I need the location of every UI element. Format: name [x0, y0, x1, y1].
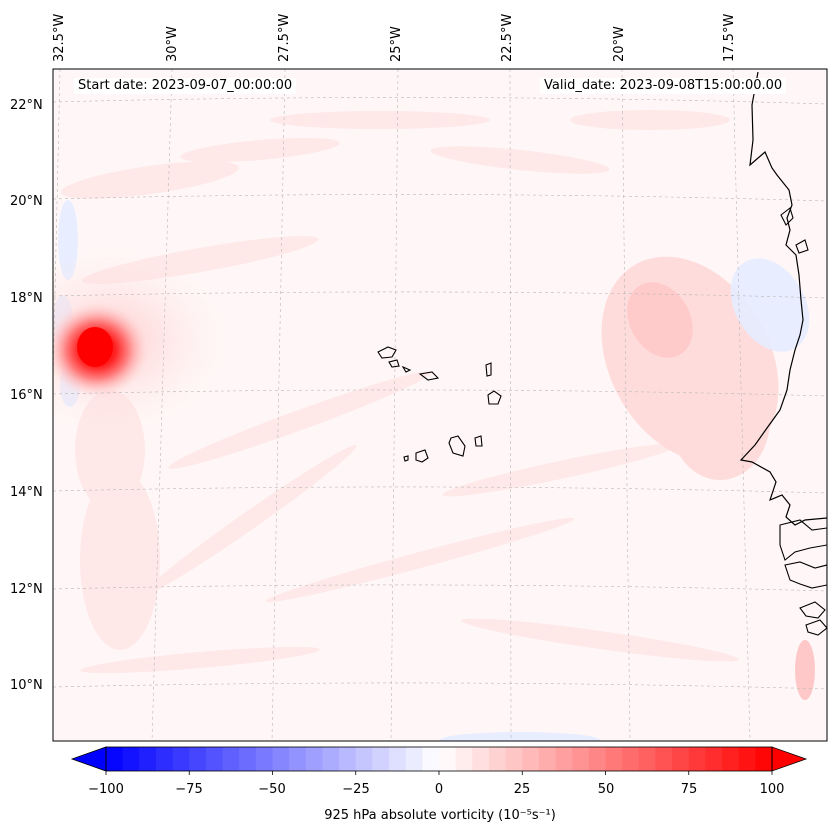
colorbar-segment [738, 747, 756, 771]
colorbar-segment [322, 747, 340, 771]
colorbar-segment [339, 747, 357, 771]
lon-label: 20°W [612, 26, 627, 62]
lon-label: 17.5°W [722, 13, 737, 62]
colorbar-segment [106, 747, 124, 771]
vorticity-field [53, 69, 827, 741]
colorbar-segment [439, 747, 457, 771]
colorbar-segment [139, 747, 157, 771]
colorbar-tick: 25 [513, 782, 531, 797]
colorbar-segment [705, 747, 723, 771]
colorbar-tick: 75 [680, 782, 698, 797]
colorbar-label: 925 hPa absolute vorticity (10⁻⁵s⁻¹) [324, 808, 556, 823]
colorbar-segment [588, 747, 606, 771]
colorbar-segment [205, 747, 224, 771]
colorbar-segment [122, 747, 140, 771]
colorbar-segment [472, 747, 490, 771]
africa-coastline [739, 71, 827, 526]
lat-label: 22°N [10, 98, 43, 113]
lon-label: 22.5°W [500, 13, 515, 62]
colorbar-segment [305, 747, 323, 771]
colorbar-segment [538, 747, 557, 771]
lat-label: 16°N [10, 388, 43, 403]
lat-label: 14°N [10, 485, 43, 500]
lon-label: 25°W [389, 26, 404, 62]
colorbar-segment [505, 747, 523, 771]
colorbar-segment [572, 747, 590, 771]
colorbar-segment [372, 747, 390, 771]
colorbar-segment [255, 747, 273, 771]
colorbar-tick: −75 [175, 782, 203, 797]
colorbar-segment [655, 747, 673, 771]
colorbar-segment [622, 747, 640, 771]
colorbar-segment [638, 747, 656, 771]
graticule [53, 69, 827, 741]
colorbar-segment [222, 747, 240, 771]
colorbar-segment [688, 747, 706, 771]
lat-label: 12°N [10, 582, 43, 597]
lat-label: 10°N [10, 678, 43, 693]
lon-label: 30°W [165, 26, 180, 62]
valid-date-label: Valid_date: 2023-09-08T15:00:00.00 [540, 78, 787, 94]
colorbar-tick: −25 [342, 782, 370, 797]
lon-label: 27.5°W [277, 13, 292, 62]
colorbar-segment [239, 747, 257, 771]
lon-label: 32.5°W [52, 13, 67, 62]
colorbar-segment [555, 747, 573, 771]
colorbar-tick: −100 [88, 782, 124, 797]
colorbar-segment [155, 747, 174, 771]
colorbar-segment [722, 747, 740, 771]
colorbar-segment [755, 747, 773, 771]
start-date-label: Start date: 2023-09-07_00:00:00 [74, 78, 297, 94]
colorbar-tick: 0 [434, 782, 444, 797]
colorbar-segment [355, 747, 373, 771]
colorbar-segment [289, 747, 307, 771]
colorbar-tick: −50 [258, 782, 286, 797]
colorbar-segment [389, 747, 407, 771]
colorbar-segment [405, 747, 423, 771]
cape-verde-islands [377, 346, 502, 463]
colorbar [70, 746, 808, 775]
lat-label: 18°N [10, 291, 43, 306]
colorbar-max-extend [771, 746, 808, 772]
map-frame [52, 68, 828, 742]
colorbar-segment [488, 747, 507, 771]
colorbar-tick: 100 [759, 782, 785, 797]
colorbar-segment [272, 747, 290, 771]
colorbar-segment [455, 747, 473, 771]
lat-label: 20°N [10, 194, 43, 209]
colorbar-segment [522, 747, 540, 771]
colorbar-segment [422, 747, 440, 771]
colorbar-segment [605, 747, 623, 771]
colorbar-min-extend [70, 746, 107, 772]
colorbar-segment [172, 747, 190, 771]
colorbar-tick: 50 [597, 782, 615, 797]
colorbar-segment [189, 747, 207, 771]
colorbar-segment [672, 747, 690, 771]
